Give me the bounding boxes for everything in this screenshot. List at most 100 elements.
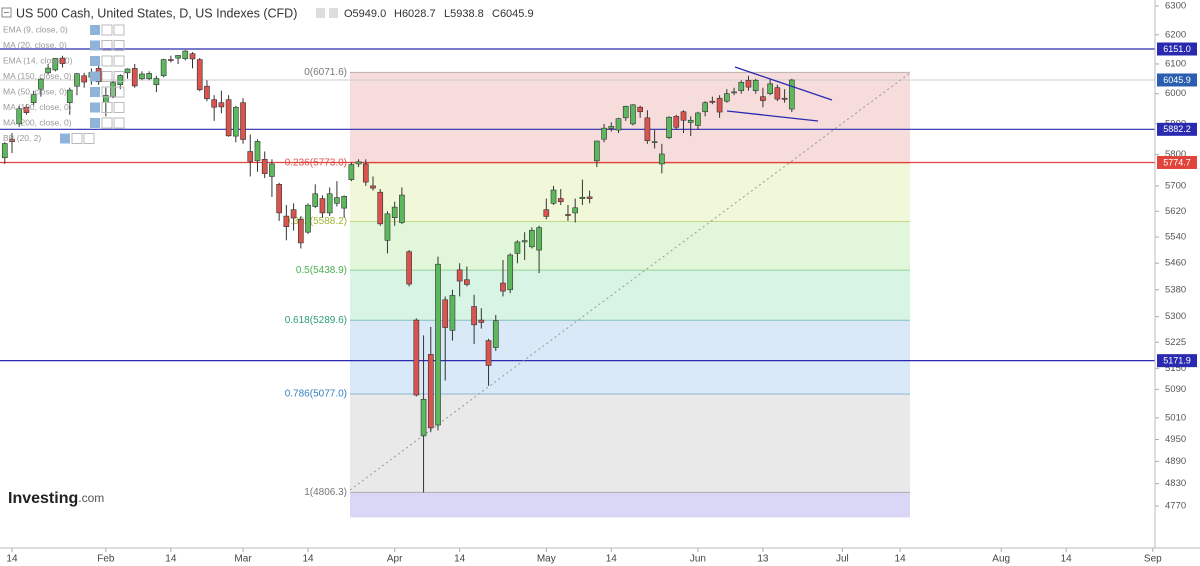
- candle-body: [117, 75, 124, 86]
- indicator-remove[interactable]: [83, 133, 95, 144]
- price-lines: [0, 48, 1155, 362]
- price-tags: 6151.0 5882.2 5774.7 5171.9 6045.9: [1157, 42, 1197, 368]
- candle-body: [355, 161, 362, 165]
- fib-band: [350, 163, 910, 222]
- candle-body: [630, 104, 636, 125]
- x-tick-label: Feb: [97, 554, 115, 565]
- fib-label: 0.618(5289.6): [285, 315, 347, 326]
- y-tick-label: 5150: [1165, 363, 1186, 374]
- indicator-remove[interactable]: [113, 40, 125, 51]
- candle-body: [131, 68, 138, 87]
- collapse-icon[interactable]: [1, 7, 12, 18]
- price-tag-label: 5171.9: [1163, 356, 1191, 366]
- candle-body: [377, 191, 384, 225]
- candle-body: [644, 117, 651, 142]
- candle-body: [760, 96, 766, 101]
- x-tick-label: 14: [6, 554, 18, 565]
- candle-body: [204, 85, 210, 100]
- x-tick-label: 14: [165, 554, 177, 565]
- indicator-settings[interactable]: [90, 56, 100, 66]
- candle-body: [659, 153, 665, 165]
- candle-body: [211, 99, 217, 108]
- price-tag-label: 6045.9: [1163, 75, 1191, 85]
- indicator-label: MA (100, close, 0): [3, 102, 72, 112]
- x-tick-label: 14: [454, 554, 466, 565]
- candle-body: [45, 67, 51, 74]
- candle-body: [370, 185, 376, 189]
- fib-label: 0.382(5588.2): [285, 216, 347, 227]
- y-tick-label: 6200: [1165, 29, 1186, 40]
- fib-band: [350, 320, 910, 394]
- price-tag: [1157, 155, 1197, 169]
- candle-body: [608, 126, 615, 129]
- indicator-label: EMA (14, close, 0): [3, 55, 73, 65]
- candle-body: [232, 106, 239, 137]
- candle-body: [153, 78, 160, 86]
- y-tick-label: 5800: [1165, 149, 1186, 160]
- candle-body: [66, 89, 73, 103]
- indicator-remove[interactable]: [113, 24, 125, 36]
- y-tick-label: 5700: [1165, 180, 1186, 191]
- candle-body: [23, 106, 30, 113]
- indicator-remove[interactable]: [113, 71, 125, 82]
- indicator-settings[interactable]: [90, 25, 100, 35]
- indicator-toggle[interactable]: [101, 55, 113, 67]
- candle-body: [514, 241, 521, 254]
- indicator-remove[interactable]: [113, 117, 125, 129]
- candle-body: [81, 75, 88, 83]
- ohlc-low: L5938.8: [444, 8, 484, 20]
- indicator-list: EMA (9, close, 0) MA (20, close, 0) EMA (1…: [3, 24, 125, 144]
- indicator-remove[interactable]: [113, 55, 125, 67]
- indicator-settings[interactable]: [90, 102, 100, 113]
- indicator-remove[interactable]: [113, 86, 125, 98]
- candle-body: [673, 115, 680, 128]
- price-tag: [1157, 354, 1197, 368]
- indicator-settings[interactable]: [90, 118, 100, 128]
- indicator-label: BB (20, 2): [3, 133, 41, 143]
- candle-body: [399, 194, 405, 223]
- candle-body: [254, 141, 261, 162]
- indicator-toggle[interactable]: [71, 133, 83, 144]
- price-tag: [1157, 73, 1197, 87]
- indicator-toggle[interactable]: [101, 24, 113, 36]
- chart-title: US 500 Cash, United States, D, US Indexe…: [16, 6, 297, 20]
- indicator-label: MA (150, close, 0): [3, 71, 72, 81]
- candle-body: [269, 163, 275, 177]
- candle-body: [774, 87, 781, 100]
- candle-body: [521, 240, 528, 243]
- indicator-settings[interactable]: [60, 133, 70, 144]
- candle-body: [74, 73, 80, 87]
- candle-body: [529, 229, 535, 248]
- candle-body: [413, 319, 420, 396]
- logo-suffix: .com: [78, 491, 104, 505]
- indicator-toggle[interactable]: [101, 71, 113, 82]
- x-tick-label: 14: [606, 554, 618, 565]
- indicator-remove[interactable]: [113, 102, 125, 113]
- candle-body: [572, 207, 579, 214]
- candle-body: [326, 193, 333, 214]
- candle-body: [261, 158, 268, 174]
- candle-body: [341, 196, 347, 209]
- candle-body: [586, 196, 593, 199]
- candle-body: [695, 112, 701, 126]
- candle-body: [189, 53, 196, 60]
- indicator-toggle[interactable]: [101, 102, 113, 113]
- indicator-toggle[interactable]: [101, 117, 113, 129]
- indicator-settings[interactable]: [90, 87, 100, 97]
- indicator-settings[interactable]: [90, 40, 100, 51]
- indicator-settings[interactable]: [90, 71, 100, 82]
- y-tick-label: 4770: [1165, 501, 1186, 512]
- candle-body: [420, 398, 427, 437]
- candle-body: [276, 184, 282, 214]
- fib-band: [350, 492, 910, 518]
- indicator-toggle[interactable]: [101, 86, 113, 98]
- indicator-toggle[interactable]: [101, 40, 113, 51]
- settings-icon[interactable]: [329, 8, 338, 18]
- candle-body: [601, 127, 607, 140]
- y-tick-label: 4890: [1165, 456, 1186, 467]
- settings-icon[interactable]: [316, 8, 325, 18]
- candle-body: [478, 319, 485, 323]
- candle-body: [745, 79, 752, 88]
- candle-body: [297, 219, 304, 244]
